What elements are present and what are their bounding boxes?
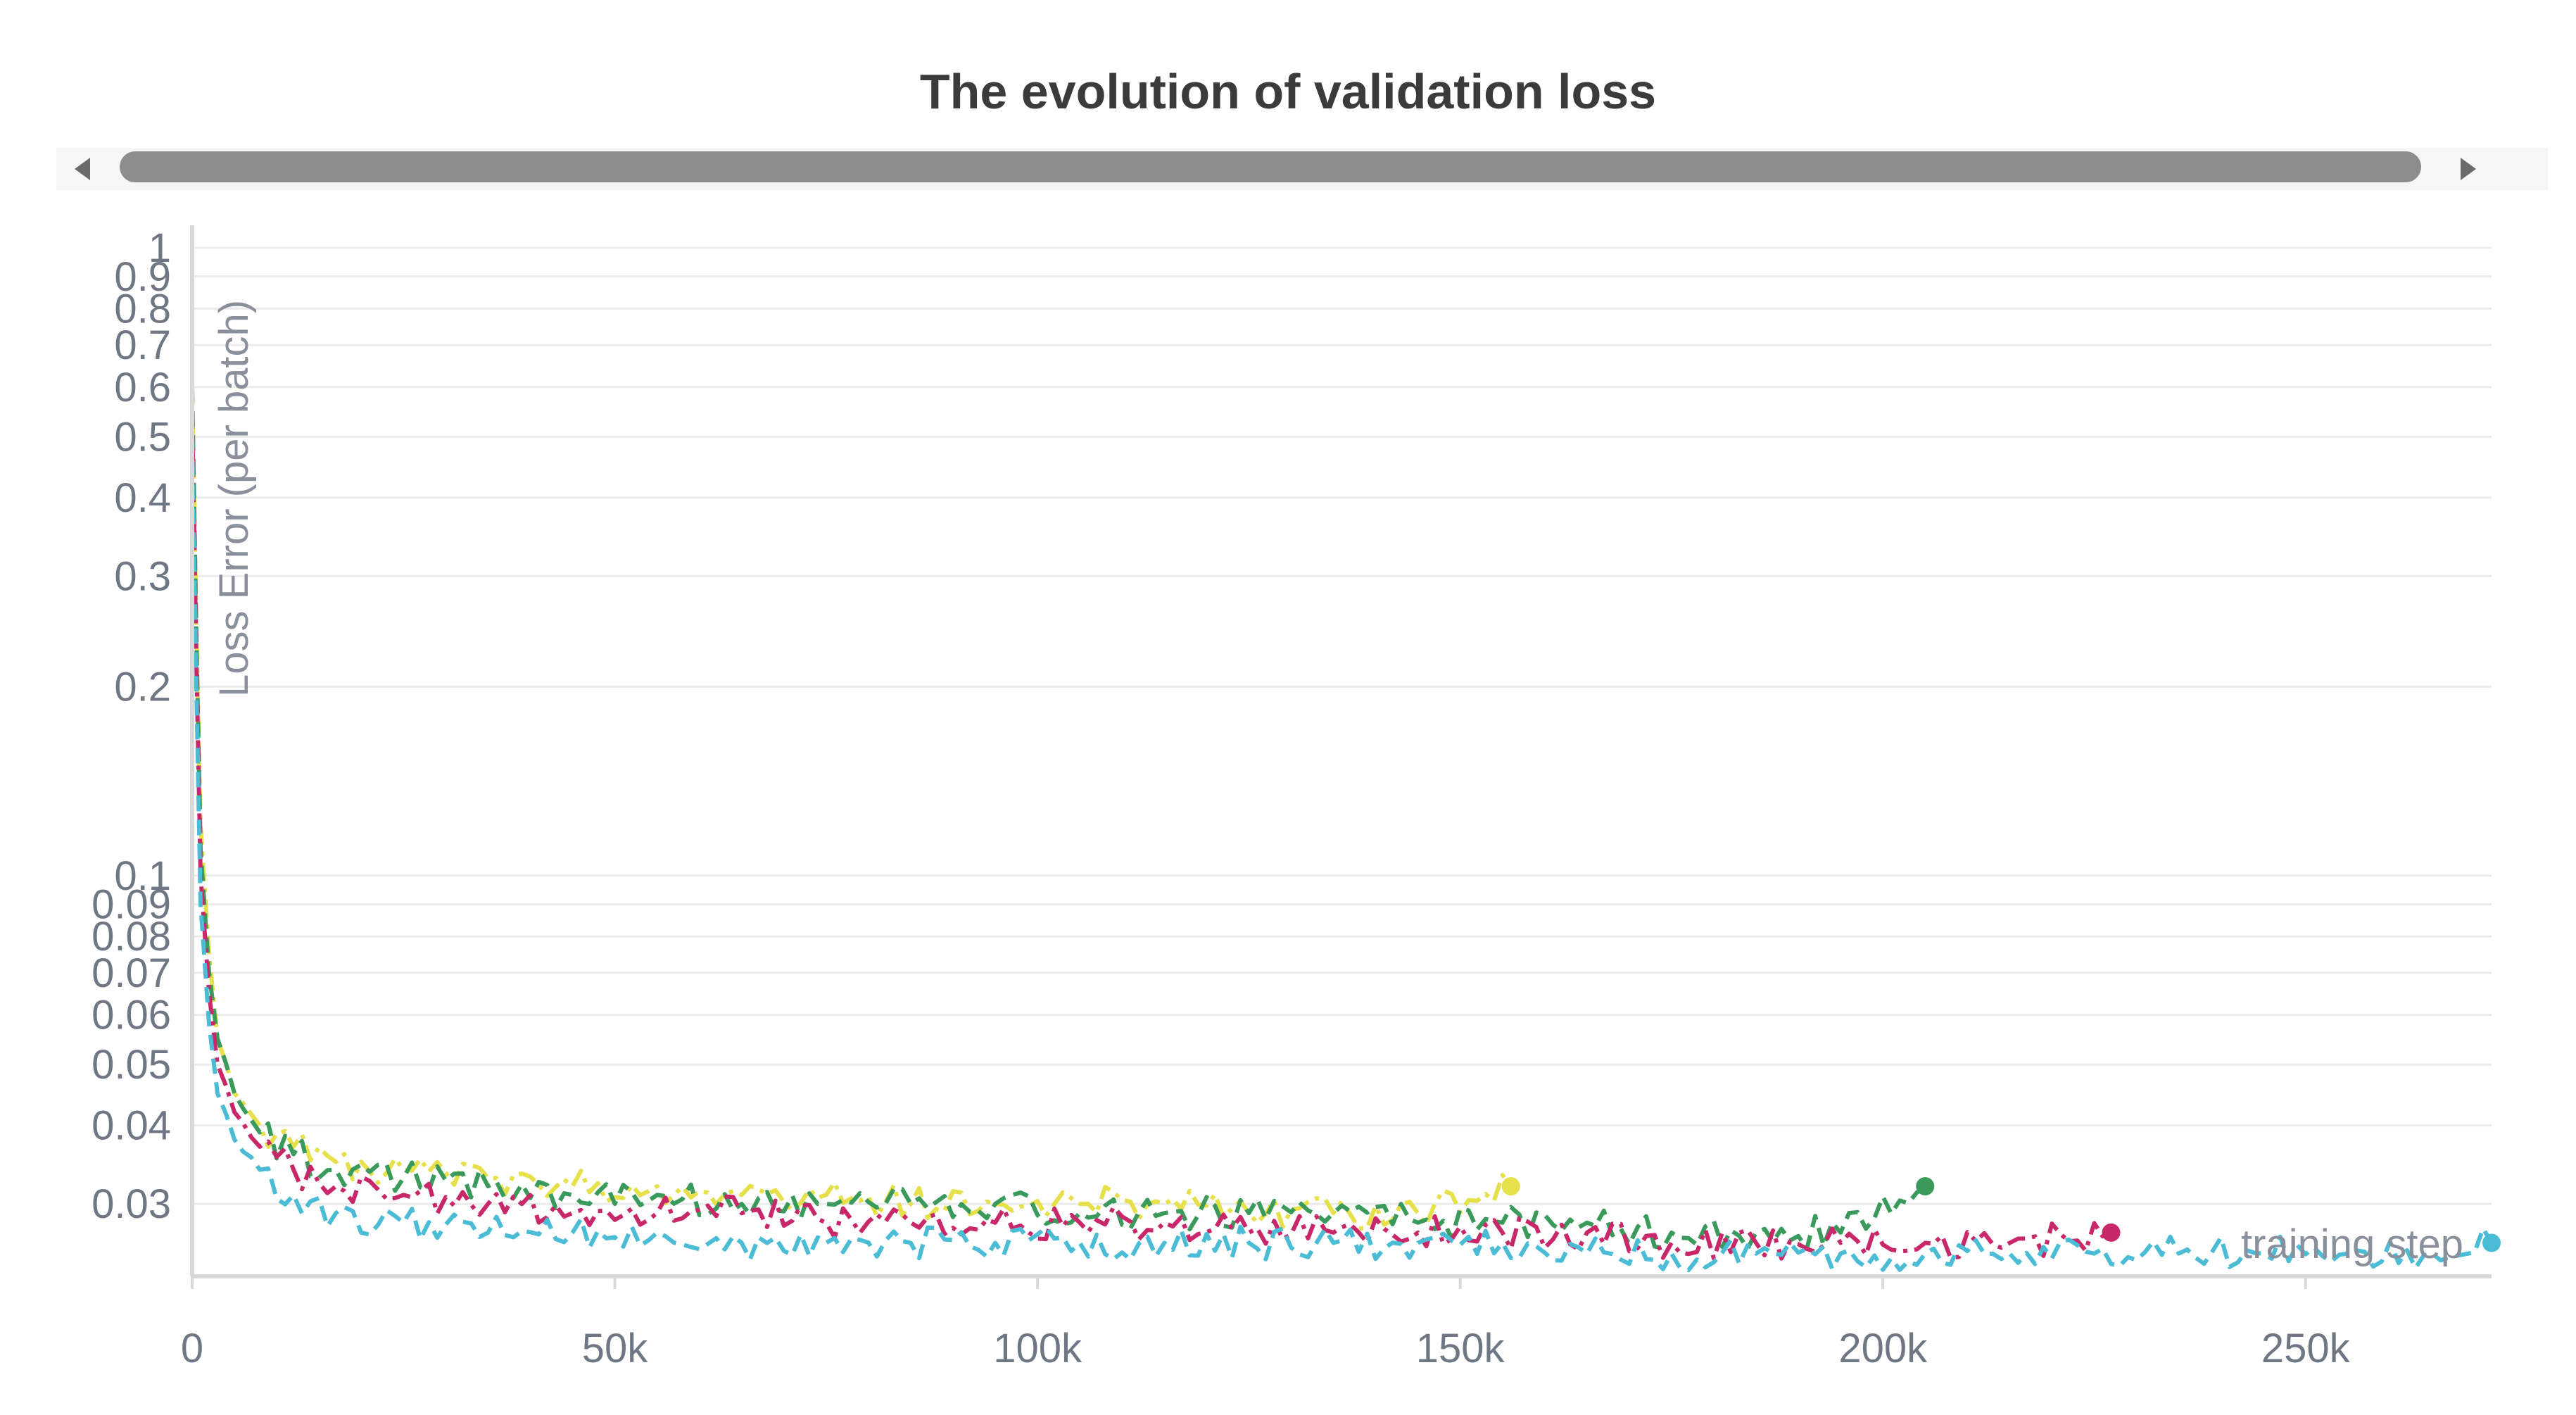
y-tick-label: 0.06 [91,993,171,1038]
series-end-point [2482,1233,2501,1252]
y-tick-label: 0.1 [114,853,171,899]
y-tick-label: 0.6 [114,365,171,410]
series-line [190,410,2112,1261]
x-tick-label: 0 [181,1326,203,1371]
x-tick-label: 100k [993,1326,1082,1371]
x-tick-label: 200k [1838,1326,1928,1371]
y-tick-label: 0.03 [91,1181,171,1227]
y-tick-label: 0.05 [91,1042,171,1088]
y-tick-label: 0.09 [91,882,171,928]
series-group [190,386,2501,1273]
series-end-point [2102,1223,2121,1242]
series-line [190,436,2494,1273]
y-tick-label: 0.07 [91,950,171,996]
chart-range-scrollbar[interactable] [56,148,2548,190]
x-tick-label: 150k [1416,1326,1505,1371]
scrollbar-thumb[interactable] [120,151,2421,182]
y-tick-label: 0.7 [114,322,171,368]
series-line [190,386,1513,1231]
y-axis-label: Loss Error (per batch) [211,300,257,697]
y-tick-label: 0.4 [114,475,171,521]
y-tick-label: 0.04 [91,1103,171,1149]
series-end-point [1501,1177,1520,1196]
x-tick-label: 50k [582,1326,649,1371]
series-end-point [1916,1177,1935,1196]
tick-labels: 10.90.80.70.60.5 0.4 0.3 0.2 0.10.090.080.07… [91,225,2351,1371]
grid-lines [192,246,2492,1205]
y-tick-label: 1 [149,225,171,271]
axes [190,225,2492,1289]
y-tick-label: 0.08 [91,914,171,960]
y-tick-label: 0.2 [114,664,171,710]
series-line [190,386,1927,1252]
x-tick-label: 250k [2261,1326,2351,1371]
y-tick-label: 0.8 [114,286,171,332]
y-tick-label: 0.9 [114,254,171,300]
y-tick-label: 0.3 [114,553,171,599]
x-axis-label: training step [2241,1221,2463,1267]
y-tick-label: 0.5 [114,414,171,460]
chart-title: The evolution of validation loss [919,64,1657,119]
scroll-left-arrow-icon[interactable] [75,158,90,180]
scroll-right-arrow-icon[interactable] [2461,158,2476,180]
